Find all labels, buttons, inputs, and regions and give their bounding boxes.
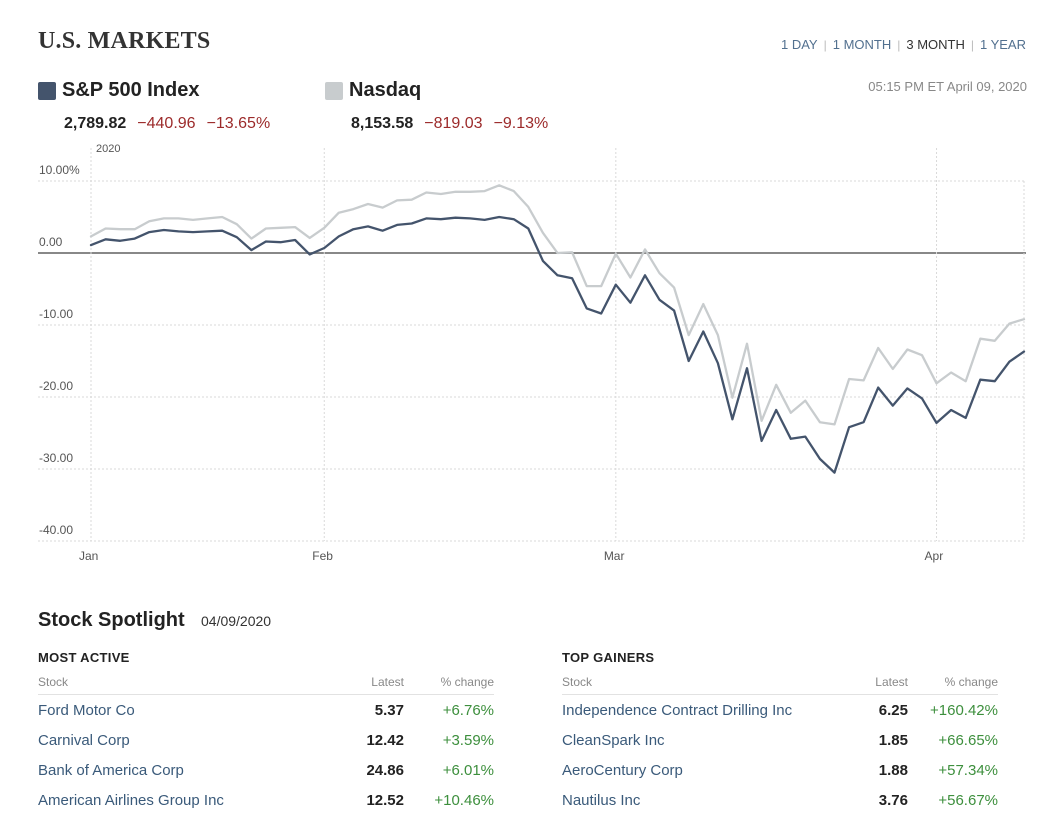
table-row[interactable]: AeroCentury Corp 1.88 +57.34% xyxy=(562,755,998,785)
stock-latest: 3.76 xyxy=(878,791,908,809)
range-separator: | xyxy=(897,37,901,52)
nasdaq-series-line xyxy=(89,184,1026,426)
col-latest-header: Latest xyxy=(875,675,908,689)
stock-pct-change: +3.59% xyxy=(442,731,494,749)
sp500-name: S&P 500 Index xyxy=(62,79,200,101)
most-active-title: MOST ACTIVE xyxy=(38,650,130,665)
col-stock-header: Stock xyxy=(562,675,593,689)
chart-lines xyxy=(89,184,1026,474)
x-tick-label: Jan xyxy=(79,549,98,563)
page-title: U.S. MARKETS xyxy=(38,28,211,54)
sp500-series-line xyxy=(89,215,1026,474)
stock-name[interactable]: American Airlines Group Inc xyxy=(38,791,224,809)
col-pct-header: % change xyxy=(440,675,494,689)
sp500-pct-change: −13.65% xyxy=(206,115,271,132)
top-gainers-title: TOP GAINERS xyxy=(562,650,655,665)
x-tick-label: Feb xyxy=(312,549,333,563)
table-row[interactable]: Ford Motor Co 5.37 +6.76% xyxy=(38,695,494,725)
top-gainers-table: TOP GAINERS Stock Latest % change Indepe… xyxy=(562,650,998,815)
chart-labels: 10.00% 0.00 -10.00 -20.00 -30.00 -40.00 Jan Feb… xyxy=(39,143,943,563)
x-tick-label: Mar xyxy=(604,549,625,563)
stock-latest: 6.25 xyxy=(878,701,908,719)
stock-name[interactable]: AeroCentury Corp xyxy=(562,761,683,779)
y-tick-label: 0.00 xyxy=(39,235,63,249)
stock-latest: 12.42 xyxy=(366,731,404,749)
nasdaq-pct-change: −9.13% xyxy=(493,115,549,132)
year-label: 2020 xyxy=(96,143,120,155)
stock-name[interactable]: Carnival Corp xyxy=(38,731,130,749)
range-separator: | xyxy=(970,37,974,52)
most-active-table: MOST ACTIVE Stock Latest % change Ford M… xyxy=(38,650,494,815)
table-row[interactable]: Bank of America Corp 24.86 +6.01% xyxy=(38,755,494,785)
y-tick-label: 10.00% xyxy=(39,163,80,177)
stock-pct-change: +6.01% xyxy=(442,761,494,779)
legend-nasdaq[interactable]: Nasdaq xyxy=(325,79,421,102)
x-tick-label: Apr xyxy=(925,549,944,563)
market-line-chart: 10.00% 0.00 -10.00 -20.00 -30.00 -40.00 Jan Feb… xyxy=(38,143,1026,563)
table-row[interactable]: Nautilus Inc 3.76 +56.67% xyxy=(562,785,998,815)
stock-pct-change: +57.34% xyxy=(938,761,998,779)
stock-spotlight-date: 04/09/2020 xyxy=(201,613,272,629)
range-3-month[interactable]: 3 MONTH xyxy=(906,37,965,52)
col-pct-header: % change xyxy=(944,675,998,689)
stock-latest: 1.88 xyxy=(878,761,908,779)
y-tick-label: -20.00 xyxy=(39,379,73,393)
stock-pct-change: +66.65% xyxy=(938,731,998,749)
range-1-month[interactable]: 1 MONTH xyxy=(832,37,892,52)
y-tick-label: -30.00 xyxy=(39,451,73,465)
stock-latest: 12.52 xyxy=(366,791,404,809)
stock-name[interactable]: Ford Motor Co xyxy=(38,701,135,719)
table-row[interactable]: Independence Contract Drilling Inc 6.25 … xyxy=(562,695,998,725)
sp500-swatch xyxy=(38,81,56,100)
stock-pct-change: +56.67% xyxy=(938,791,998,809)
stock-latest: 5.37 xyxy=(374,701,404,719)
nasdaq-change: −819.03 xyxy=(424,115,483,132)
sp500-quote: 2,789.82 −440.96 −13.65% xyxy=(64,115,270,133)
stock-name[interactable]: Nautilus Inc xyxy=(562,791,641,809)
range-separator: | xyxy=(823,37,827,52)
legend-sp500[interactable]: S&P 500 Index xyxy=(38,79,199,102)
nasdaq-value: 8,153.58 xyxy=(351,115,414,132)
y-tick-label: -10.00 xyxy=(39,307,73,321)
table-header: Stock Latest % change xyxy=(562,667,998,695)
stock-latest: 1.85 xyxy=(878,731,908,749)
time-range-selector: 1 DAY | 1 MONTH | 3 MONTH | 1 YEAR xyxy=(781,37,1026,52)
stock-latest: 24.86 xyxy=(366,761,404,779)
col-latest-header: Latest xyxy=(371,675,404,689)
chart-grid xyxy=(38,148,1026,542)
y-tick-label: -40.00 xyxy=(39,523,73,537)
stock-pct-change: +6.76% xyxy=(442,701,494,719)
range-1-day[interactable]: 1 DAY xyxy=(781,37,818,52)
stock-name[interactable]: CleanSpark Inc xyxy=(562,731,665,749)
col-stock-header: Stock xyxy=(38,675,69,689)
stock-name[interactable]: Bank of America Corp xyxy=(38,761,184,779)
nasdaq-quote: 8,153.58 −819.03 −9.13% xyxy=(351,115,548,133)
stock-pct-change: +160.42% xyxy=(930,701,998,719)
range-1-year[interactable]: 1 YEAR xyxy=(979,37,1026,52)
nasdaq-swatch xyxy=(325,81,343,100)
nasdaq-name: Nasdaq xyxy=(349,79,422,101)
table-row[interactable]: American Airlines Group Inc 12.52 +10.46… xyxy=(38,785,494,815)
table-header: Stock Latest % change xyxy=(38,667,494,695)
table-row[interactable]: Carnival Corp 12.42 +3.59% xyxy=(38,725,494,755)
timestamp: 05:15 PM ET April 09, 2020 xyxy=(868,79,1027,94)
stock-pct-change: +10.46% xyxy=(434,791,494,809)
sp500-change: −440.96 xyxy=(137,115,196,132)
sp500-value: 2,789.82 xyxy=(64,115,127,132)
table-row[interactable]: CleanSpark Inc 1.85 +66.65% xyxy=(562,725,998,755)
stock-name[interactable]: Independence Contract Drilling Inc xyxy=(562,701,793,719)
stock-spotlight-title: Stock Spotlight xyxy=(38,609,185,631)
